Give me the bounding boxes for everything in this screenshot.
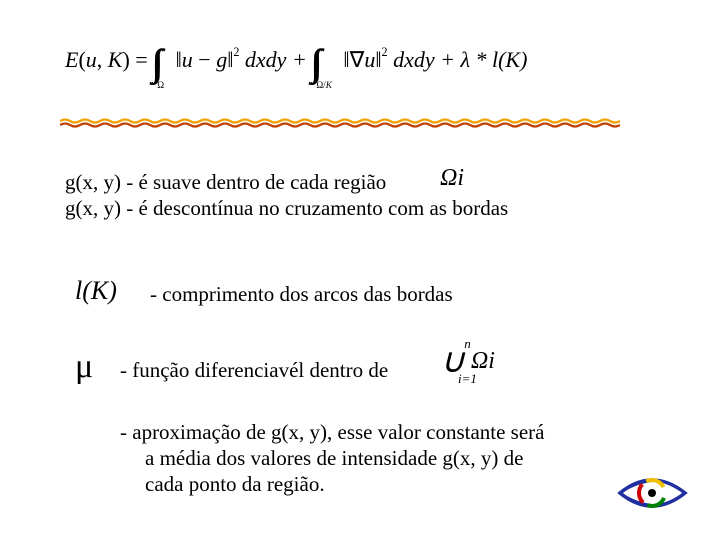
main-equation: E(u, K) = ∫∫Ω ‖u − g‖2 dxdy + ∫∫Ω/K ‖∇u‖… bbox=[65, 45, 527, 90]
text-line-7: cada ponto da região. bbox=[145, 472, 625, 497]
wavy-divider bbox=[60, 118, 620, 128]
omega-i-symbol: Ωi bbox=[440, 165, 464, 192]
text-line-6: a média dos valores de intensidade g(x, … bbox=[145, 446, 625, 471]
text-line-1: g(x, y) - é suave dentro de cada região bbox=[65, 170, 386, 195]
mu-symbol: μ bbox=[75, 348, 93, 386]
text-line-5: - aproximação de g(x, y), esse valor con… bbox=[120, 420, 620, 445]
eye-logo-icon bbox=[615, 465, 690, 520]
text-line-4: - função diferenciavél dentro de bbox=[120, 358, 388, 383]
union-symbol: n ∪ Ωi i=1 bbox=[440, 338, 495, 385]
text-line-3: - comprimento dos arcos das bordas bbox=[150, 282, 453, 307]
lk-symbol: l(K) bbox=[75, 276, 117, 306]
text-line-2: g(x, y) - é descontínua no cruzamento co… bbox=[65, 196, 508, 221]
